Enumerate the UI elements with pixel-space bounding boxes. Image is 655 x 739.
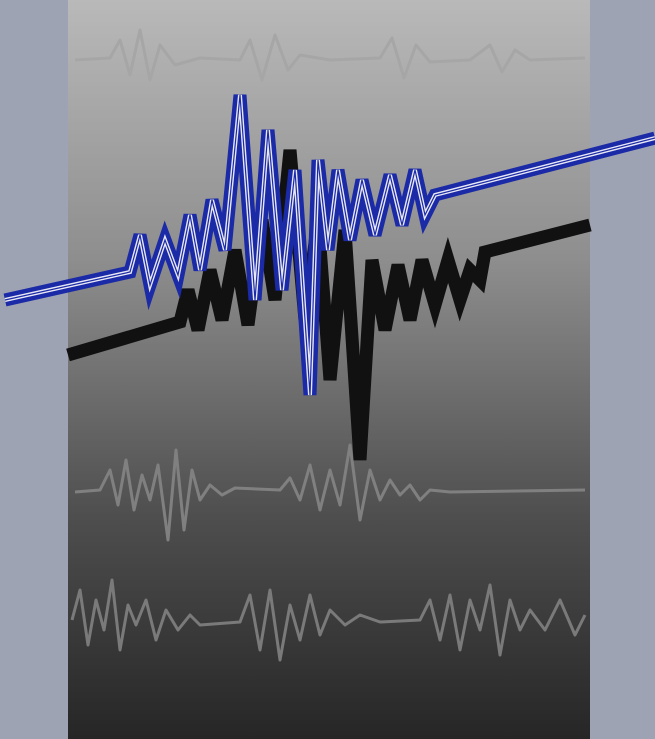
artwork (0, 0, 655, 739)
page: {} html, body { margin: 0; padding: 0; w… (0, 0, 655, 739)
body (0, 0, 655, 739)
